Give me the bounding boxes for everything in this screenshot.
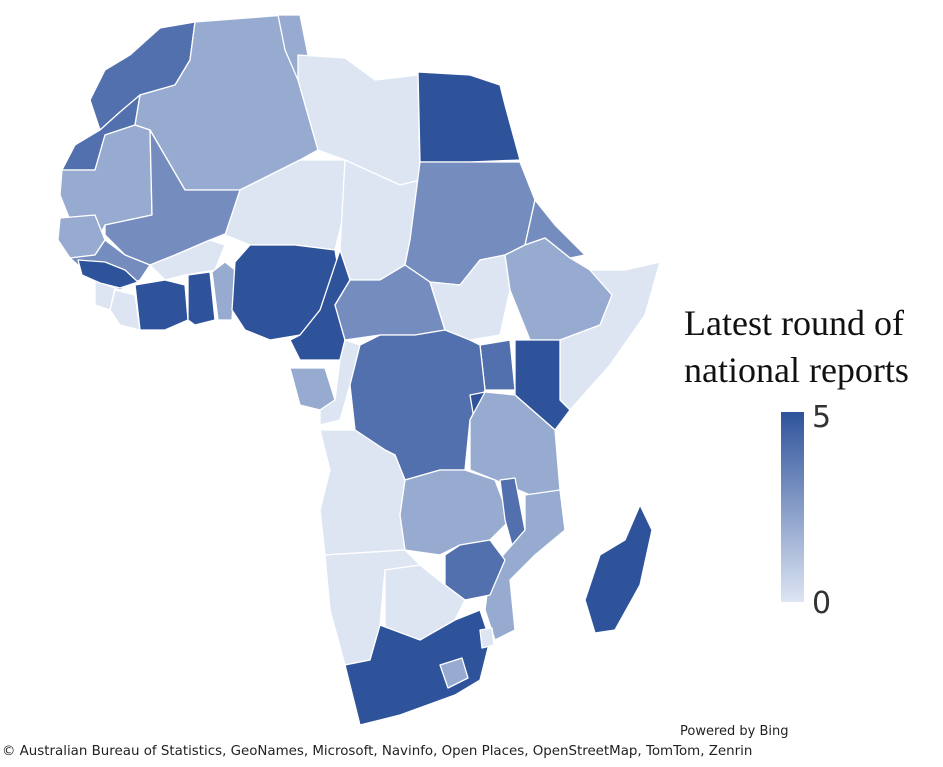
country-uganda[interactable] <box>479 339 516 391</box>
country-gabon[interactable] <box>289 367 336 411</box>
country-ghana[interactable] <box>187 271 216 326</box>
legend-title: Latest round of national reports <box>684 300 909 394</box>
country-mozambique[interactable] <box>484 489 566 641</box>
country-burkina-faso[interactable] <box>149 239 226 281</box>
country-eswatini[interactable] <box>479 627 495 649</box>
map-attribution: © Australian Bureau of Statistics, GeoNa… <box>2 744 753 759</box>
country-madagascar[interactable] <box>584 504 653 634</box>
country-togo-benin[interactable] <box>211 261 236 321</box>
powered-by-bing[interactable]: Powered by Bing <box>680 724 789 739</box>
country-egypt[interactable] <box>417 71 521 163</box>
legend-max-label: 5 <box>812 400 832 435</box>
country-ethiopia[interactable] <box>504 237 613 341</box>
legend-min-label: 0 <box>812 586 832 621</box>
legend-title-line-1: Latest round of <box>684 303 904 343</box>
legend-title-line-2: national reports <box>684 350 909 390</box>
country-cote-divoire[interactable] <box>134 279 189 331</box>
country-liberia[interactable] <box>109 289 141 331</box>
country-zambia[interactable] <box>399 469 511 556</box>
legend-color-scale <box>781 412 804 602</box>
country-congo[interactable] <box>319 339 361 426</box>
country-south-africa[interactable] <box>344 609 491 726</box>
country-guinea-bissau[interactable] <box>77 259 139 289</box>
country-lesotho[interactable] <box>439 657 469 689</box>
